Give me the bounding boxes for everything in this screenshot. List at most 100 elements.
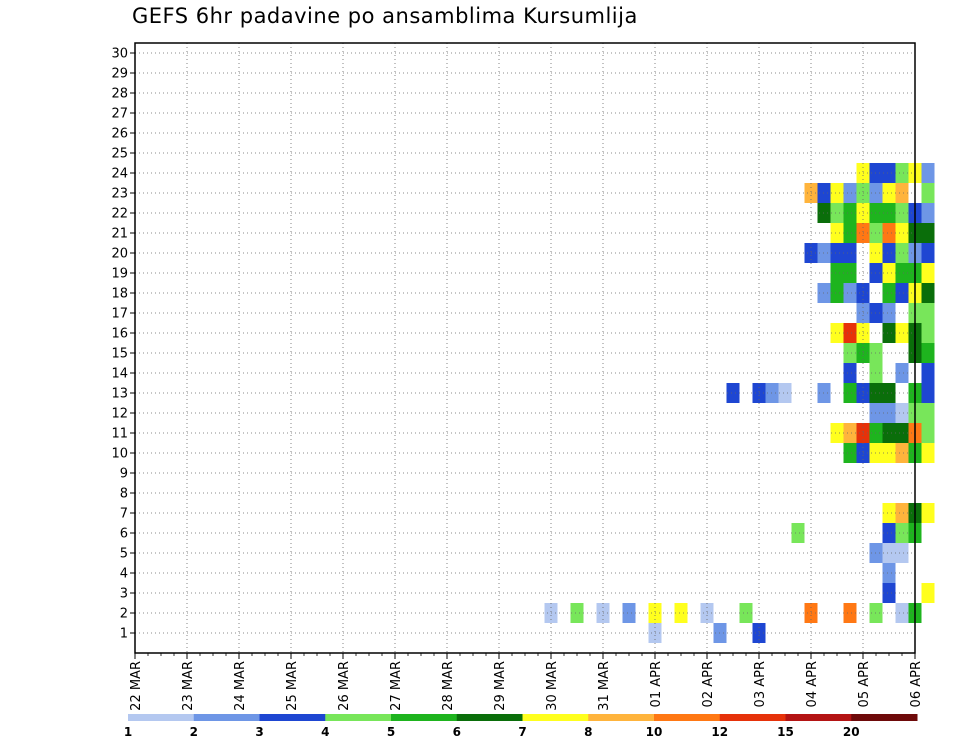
heatmap-cell — [921, 243, 935, 263]
x-tick-label: 26 MAR — [337, 661, 352, 711]
y-tick-label: 18 — [111, 287, 128, 302]
legend-label: 3 — [255, 725, 263, 739]
legend-swatch — [391, 714, 458, 721]
heatmap-cell — [921, 303, 935, 323]
legend-label: 15 — [777, 725, 794, 739]
heatmap-cell — [882, 383, 896, 403]
x-tick-label: 23 MAR — [181, 661, 196, 711]
heatmap-cell — [726, 383, 740, 403]
heatmap-cell — [921, 183, 935, 203]
heatmap-cell — [895, 283, 909, 303]
x-tick-label: 30 MAR — [545, 661, 560, 711]
heatmap-cell — [895, 403, 909, 423]
heatmap-cell — [921, 363, 935, 383]
heatmap-cell — [882, 523, 896, 543]
heatmap-cell — [830, 283, 844, 303]
plot-frame — [134, 42, 916, 654]
y-tick-label: 30 — [111, 47, 128, 62]
heatmap-cell — [895, 523, 909, 543]
y-tick-label: 11 — [111, 427, 128, 442]
heatmap-cell — [843, 203, 857, 223]
x-axis-ticks: 22 MAR 23 MAR 24 MAR 25 MAR 26 MAR 27 MAR 28 M… — [129, 653, 924, 711]
heatmap-cell — [843, 443, 857, 463]
grid-lines — [134, 43, 916, 653]
x-tick-label: 03 APR — [753, 661, 768, 707]
x-tick-label: 06 APR — [909, 661, 924, 707]
legend-label: 1 — [124, 725, 132, 739]
color-legend: 1 2 3 4 5 6 7 8 10 12 15 20 — [124, 714, 918, 739]
legend-swatch — [325, 714, 392, 721]
y-axis-ticks: 1234567891011121314151617181920212223242… — [111, 47, 135, 642]
heatmap-cell — [895, 503, 909, 523]
heatmap-cell — [882, 563, 896, 583]
legend-label: 4 — [321, 725, 329, 739]
y-tick-label: 7 — [120, 507, 128, 522]
legend-label: 6 — [453, 725, 461, 739]
heatmap-cell — [882, 243, 896, 263]
heatmap-cell — [830, 423, 844, 443]
heatmap-cell — [882, 543, 896, 563]
heatmap-cell — [882, 223, 896, 243]
x-tick-label: 24 MAR — [233, 661, 248, 711]
y-tick-label: 29 — [111, 67, 128, 82]
y-tick-label: 12 — [111, 407, 128, 422]
legend-swatch — [259, 714, 326, 721]
y-tick-label: 5 — [120, 547, 128, 562]
heatmap-cell — [895, 423, 909, 443]
x-tick-label: 01 APR — [649, 661, 664, 707]
y-tick-label: 2 — [120, 607, 128, 622]
y-tick-label: 21 — [111, 227, 128, 242]
heatmap-cell — [830, 203, 844, 223]
heatmap-cell — [843, 323, 857, 343]
heatmap-cell — [882, 263, 896, 283]
y-tick-label: 4 — [120, 567, 128, 582]
y-tick-label: 13 — [111, 387, 128, 402]
y-tick-label: 17 — [111, 307, 128, 322]
x-tick-label: 31 MAR — [597, 661, 612, 711]
y-tick-label: 14 — [111, 367, 128, 382]
heatmap-cell — [778, 383, 792, 403]
x-tick-label: 22 MAR — [129, 661, 144, 711]
y-tick-label: 22 — [111, 207, 128, 222]
heatmap-cell — [895, 543, 909, 563]
heatmap-cell — [895, 163, 909, 183]
x-tick-label: 04 APR — [805, 661, 820, 707]
heatmap-cell — [921, 323, 935, 343]
heatmap-cell — [921, 223, 935, 243]
heatmap-cell — [882, 203, 896, 223]
y-tick-label: 28 — [111, 87, 128, 102]
heatmap-cell — [882, 423, 896, 443]
heatmap-cell — [830, 183, 844, 203]
legend-label: 12 — [711, 725, 728, 739]
heatmap-cell — [843, 283, 857, 303]
heatmap-cell — [921, 443, 935, 463]
y-tick-label: 16 — [111, 327, 128, 342]
legend-label: 8 — [584, 725, 592, 739]
y-tick-label: 10 — [111, 447, 128, 462]
heatmap-cell — [882, 283, 896, 303]
heatmap-cell — [882, 403, 896, 423]
heatmap-cell — [830, 243, 844, 263]
heatmap-cell — [921, 283, 935, 303]
heatmap-cell — [882, 583, 896, 603]
y-tick-label: 20 — [111, 247, 128, 262]
legend-swatch — [588, 714, 655, 721]
heatmap-cell — [921, 203, 935, 223]
heatmap-cell — [895, 183, 909, 203]
y-tick-label: 6 — [120, 527, 128, 542]
heatmap-cell — [843, 363, 857, 383]
heatmap-cell — [882, 183, 896, 203]
heatmap-cell — [882, 163, 896, 183]
y-tick-label: 23 — [111, 187, 128, 202]
heatmap-cell — [882, 443, 896, 463]
legend-label: 10 — [646, 725, 663, 739]
y-tick-label: 1 — [120, 627, 128, 642]
legend-swatch — [128, 714, 195, 721]
legend-swatch — [654, 714, 721, 721]
heatmap-cell — [843, 423, 857, 443]
heatmap-cell — [921, 263, 935, 283]
heatmap-cell — [570, 603, 584, 623]
y-tick-label: 15 — [111, 347, 128, 362]
heatmap-cell — [843, 603, 857, 623]
y-tick-label: 24 — [111, 167, 128, 182]
